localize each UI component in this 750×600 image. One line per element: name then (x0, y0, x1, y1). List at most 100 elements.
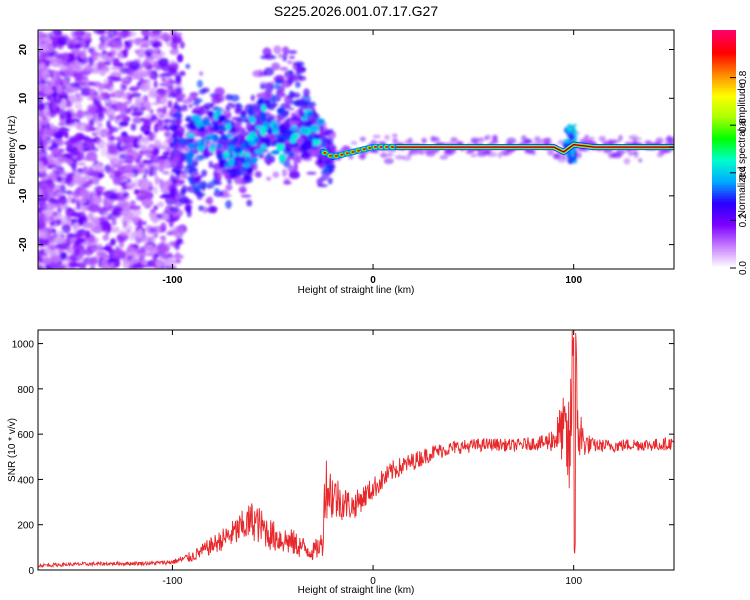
colorbar-cell (712, 190, 736, 194)
noise-blob (55, 166, 63, 170)
cloud-blob (281, 168, 288, 177)
ridge-blob (261, 137, 271, 144)
noise-blob (119, 66, 128, 74)
noise-blob (101, 223, 108, 231)
noise-blob (160, 188, 169, 194)
colorbar-cell (712, 109, 736, 112)
halo-blob (490, 140, 499, 145)
cloud-blob (266, 176, 272, 181)
noise-blob (85, 215, 94, 219)
cloud-blob (280, 103, 291, 110)
colorbar-cell (712, 174, 736, 178)
noise-blob (121, 77, 130, 81)
noise-blob (93, 95, 99, 100)
noise-blob (85, 151, 98, 162)
noise-blob (126, 145, 133, 153)
noise-blob (106, 108, 116, 118)
noise-blob (78, 200, 87, 204)
colorbar-cell (712, 246, 736, 249)
noise-blob (141, 264, 154, 268)
x-tick-label: -100 (162, 576, 182, 587)
colorbar-cell (712, 218, 736, 221)
x-tick-label: 100 (565, 275, 582, 286)
halo-blob (425, 151, 436, 157)
noise-blob (38, 229, 49, 238)
cloud-blob (174, 87, 183, 95)
noise-blob (38, 114, 43, 123)
ridge-node-peak (368, 146, 372, 149)
colorbar-cell (712, 137, 736, 140)
halo-blob (377, 141, 386, 146)
colorbar-cell (712, 216, 736, 220)
noise-blob (125, 172, 135, 178)
noise-blob (44, 246, 51, 255)
colorbar-cell (712, 258, 736, 261)
noise-blob (41, 70, 51, 81)
cloud-blob (238, 131, 248, 135)
colorbar-cell (712, 212, 736, 216)
noise-blob (79, 92, 91, 96)
noise-blob (137, 228, 143, 239)
ridge-blob (225, 123, 232, 130)
noise-blob (72, 243, 81, 249)
ridge-blob (258, 125, 268, 131)
noise-blob (118, 121, 129, 127)
noise-blob (67, 39, 77, 47)
cloud-blob (291, 92, 301, 99)
cloud-blob (313, 149, 322, 157)
noise-blob (134, 100, 140, 107)
noise-blob (153, 47, 161, 55)
ridge-blob (226, 133, 234, 138)
noise-blob (131, 230, 138, 239)
cloud-blob (246, 199, 253, 207)
colorbar-cell (712, 170, 736, 174)
noise-blob (124, 63, 130, 67)
colorbar-cell (712, 240, 736, 243)
noise-blob (137, 219, 142, 229)
noise-blob (83, 76, 89, 81)
colorbar-cell (712, 103, 736, 106)
noise-blob (158, 57, 170, 68)
cloud-blob (178, 137, 189, 146)
ridge-blob (249, 116, 256, 124)
cloud-blob (201, 169, 208, 177)
noise-blob (144, 152, 153, 156)
noise-blob (56, 36, 68, 47)
snr-y-label: SNR (10 * v/v) (7, 418, 18, 482)
cloud-blob (298, 75, 303, 80)
halo-blob (443, 151, 454, 156)
noise-blob (64, 75, 71, 83)
colorbar-cell (712, 210, 736, 214)
noise-blob (38, 168, 45, 172)
cloud-blob (198, 205, 204, 212)
noise-blob (38, 37, 43, 42)
noise-blob (104, 99, 111, 104)
halo-blob (623, 157, 631, 165)
colorbar-cell (712, 35, 736, 39)
noise-blob (133, 138, 139, 143)
cloud-blob (221, 193, 232, 198)
noise-blob (123, 164, 134, 173)
noise-blob (57, 199, 68, 206)
noise-blob (140, 259, 147, 264)
colorbar-label: Normalized spectral amplitude (737, 82, 748, 217)
colorbar-cell (712, 33, 736, 37)
cloud-blob (211, 120, 220, 126)
cloud-blob (172, 112, 183, 120)
colorbar-cell (712, 176, 736, 180)
colorbar-cell (712, 141, 736, 144)
noise-blob (46, 178, 53, 187)
noise-blob (79, 50, 87, 59)
cloud-blob (283, 181, 292, 185)
noise-blob (103, 93, 116, 98)
noise-blob (156, 126, 167, 132)
cloud-blob (288, 170, 300, 179)
y-tick-label: -20 (18, 237, 29, 252)
noise-blob (70, 146, 79, 157)
noise-blob (156, 118, 164, 128)
noise-blob (78, 125, 87, 132)
halo-blob (422, 138, 427, 145)
colorbar-cell (712, 147, 736, 150)
cloud-blob (176, 179, 186, 184)
